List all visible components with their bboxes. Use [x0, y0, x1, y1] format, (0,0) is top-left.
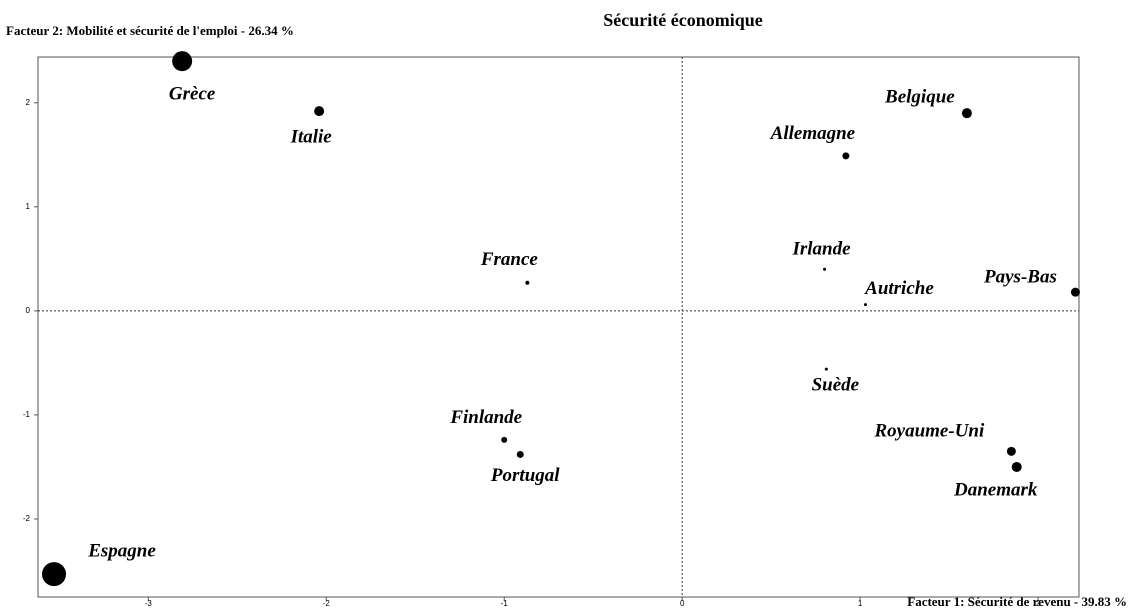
point-label: Irlande [791, 239, 851, 260]
x-tick-label: -1 [501, 599, 509, 608]
y-axis-title: Facteur 2: Mobilité et sécurité de l'emp… [6, 23, 294, 38]
y-tick-label: 1 [26, 202, 31, 211]
point [1070, 287, 1080, 297]
chart-title: Sécurité économique [603, 10, 762, 30]
point-label: Allemagne [770, 123, 856, 144]
y-tick-label: -1 [23, 410, 31, 419]
point-label: Italie [290, 126, 333, 147]
point-label: Finlande [449, 407, 522, 428]
point-label: Royaume-Uni [873, 421, 985, 442]
point [516, 450, 524, 458]
point [314, 106, 325, 117]
point [172, 51, 193, 72]
point [501, 436, 508, 443]
point [842, 152, 850, 160]
x-tick-label: 2 [1036, 599, 1041, 608]
y-tick-label: -2 [23, 514, 31, 523]
point-label: Belgique [884, 87, 955, 108]
point [525, 280, 530, 285]
point [824, 367, 828, 371]
point [863, 303, 867, 307]
point-label: Autriche [864, 278, 934, 299]
point-label: France [480, 249, 539, 270]
point-label: Grèce [169, 84, 216, 105]
plot-frame [37, 56, 1080, 598]
point-label: Espagne [87, 540, 156, 561]
y-tick-label: 2 [26, 98, 31, 107]
point-label: Danemark [953, 479, 1038, 500]
point [1011, 461, 1022, 472]
point-label: Portugal [490, 465, 560, 486]
x-tick-label: -3 [145, 599, 153, 608]
x-tick-label: -2 [323, 599, 331, 608]
point [823, 267, 827, 271]
point [42, 562, 67, 587]
y-tick-label: 0 [26, 306, 31, 315]
x-axis-title: Facteur 1: Sécurité de revenu - 39.83 % [907, 594, 1127, 609]
x-tick-label: 1 [858, 599, 863, 608]
x-tick-label: 0 [680, 599, 685, 608]
point [1006, 446, 1016, 456]
point-label: Suède [812, 374, 860, 395]
point [961, 108, 972, 119]
point-label: Pays-Bas [983, 267, 1057, 288]
